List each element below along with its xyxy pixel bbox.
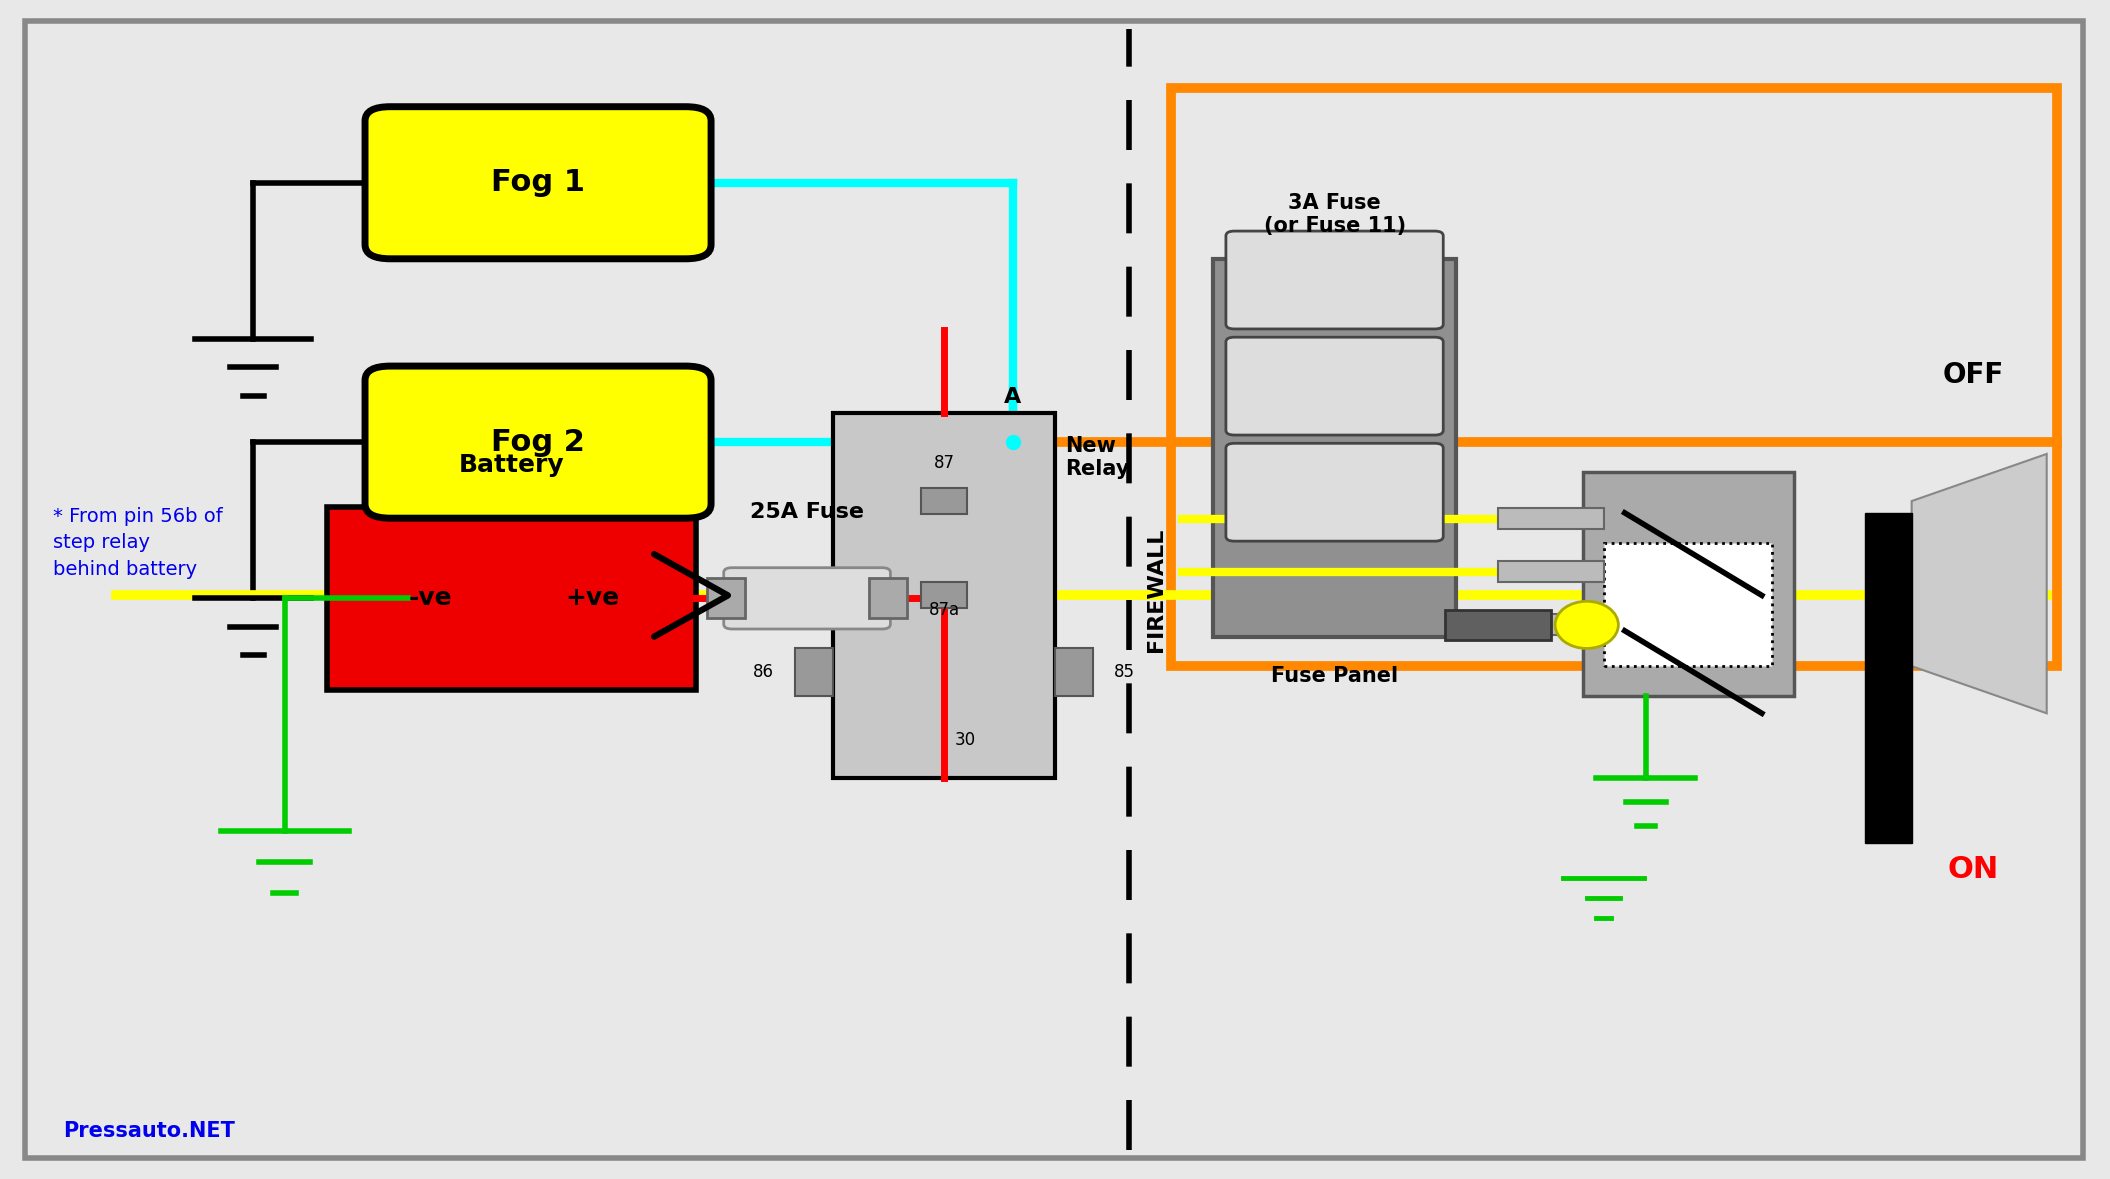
FancyBboxPatch shape <box>1226 443 1443 541</box>
Text: +ve: +ve <box>565 586 620 611</box>
Polygon shape <box>1912 454 2047 713</box>
Ellipse shape <box>1555 601 1618 648</box>
Bar <box>920 582 966 608</box>
Text: * From pin 56b of
step relay
behind battery: * From pin 56b of step relay behind batt… <box>53 507 222 579</box>
Text: Fog 2: Fog 2 <box>492 428 584 456</box>
FancyBboxPatch shape <box>1226 231 1443 329</box>
Bar <box>327 507 696 690</box>
Bar <box>795 648 833 696</box>
FancyBboxPatch shape <box>1604 542 1772 666</box>
Text: -ve: -ve <box>409 586 452 611</box>
Bar <box>1865 513 1912 843</box>
Text: Fuse Panel: Fuse Panel <box>1270 666 1399 686</box>
Text: Fog 1: Fog 1 <box>492 169 584 197</box>
Bar <box>1498 614 1604 635</box>
Bar <box>1445 610 1551 640</box>
Bar <box>707 578 745 618</box>
Text: 86: 86 <box>753 663 774 681</box>
Text: OFF: OFF <box>1941 361 2004 389</box>
Text: New
Relay: New Relay <box>1066 436 1131 480</box>
FancyBboxPatch shape <box>365 106 711 259</box>
Bar <box>833 413 1055 778</box>
Text: 25A Fuse: 25A Fuse <box>749 502 865 521</box>
Text: 87: 87 <box>935 454 954 472</box>
Bar <box>1498 561 1604 582</box>
FancyBboxPatch shape <box>25 21 2083 1158</box>
Bar <box>1498 508 1604 529</box>
Text: Battery: Battery <box>458 454 565 477</box>
Text: 85: 85 <box>1114 663 1135 681</box>
FancyBboxPatch shape <box>724 568 890 630</box>
Bar <box>920 488 966 514</box>
FancyBboxPatch shape <box>1226 337 1443 435</box>
FancyBboxPatch shape <box>1582 472 1794 696</box>
FancyBboxPatch shape <box>365 365 711 519</box>
Bar <box>869 578 907 618</box>
Bar <box>1213 259 1456 637</box>
Text: 87a: 87a <box>928 601 960 619</box>
Text: A: A <box>1004 387 1021 407</box>
Bar <box>1055 648 1093 696</box>
Text: 30: 30 <box>954 731 977 749</box>
Text: ON: ON <box>1948 855 1998 884</box>
Text: FIREWALL: FIREWALL <box>1146 527 1165 652</box>
Text: 3A Fuse
(or Fuse 11): 3A Fuse (or Fuse 11) <box>1264 192 1405 236</box>
Text: Pressauto.NET: Pressauto.NET <box>63 1121 234 1141</box>
